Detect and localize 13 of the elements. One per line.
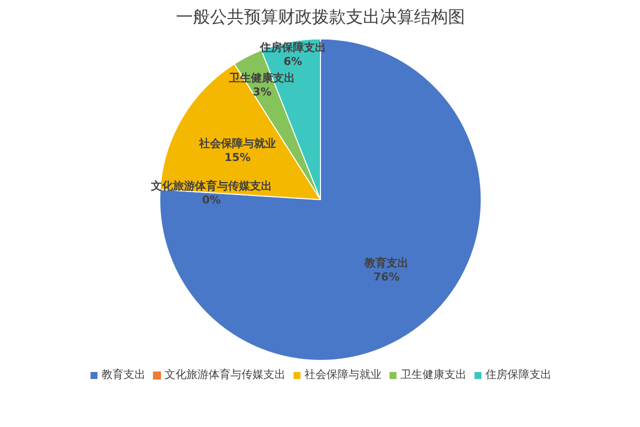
legend-label: 卫生健康支出: [400, 367, 466, 382]
text: 0%: [202, 193, 221, 206]
data-label: 15%: [224, 151, 251, 164]
chart-title: 一般公共预算财政拨款支出决算结构图: [176, 8, 465, 28]
slice-label: 教育支出: [364, 256, 409, 270]
legend-label: 住房保障支出: [486, 367, 552, 382]
legend-label: 教育支出: [102, 367, 146, 382]
slice-label: 社会保障与就业: [198, 137, 276, 150]
data-label: 6%: [283, 54, 302, 68]
data-label: 3%: [252, 86, 272, 99]
legend-label: 社会保障与就业: [304, 367, 382, 382]
legend-label: 文化旅游体育与传媒支出: [164, 367, 286, 382]
data-label: 76%: [373, 270, 400, 284]
